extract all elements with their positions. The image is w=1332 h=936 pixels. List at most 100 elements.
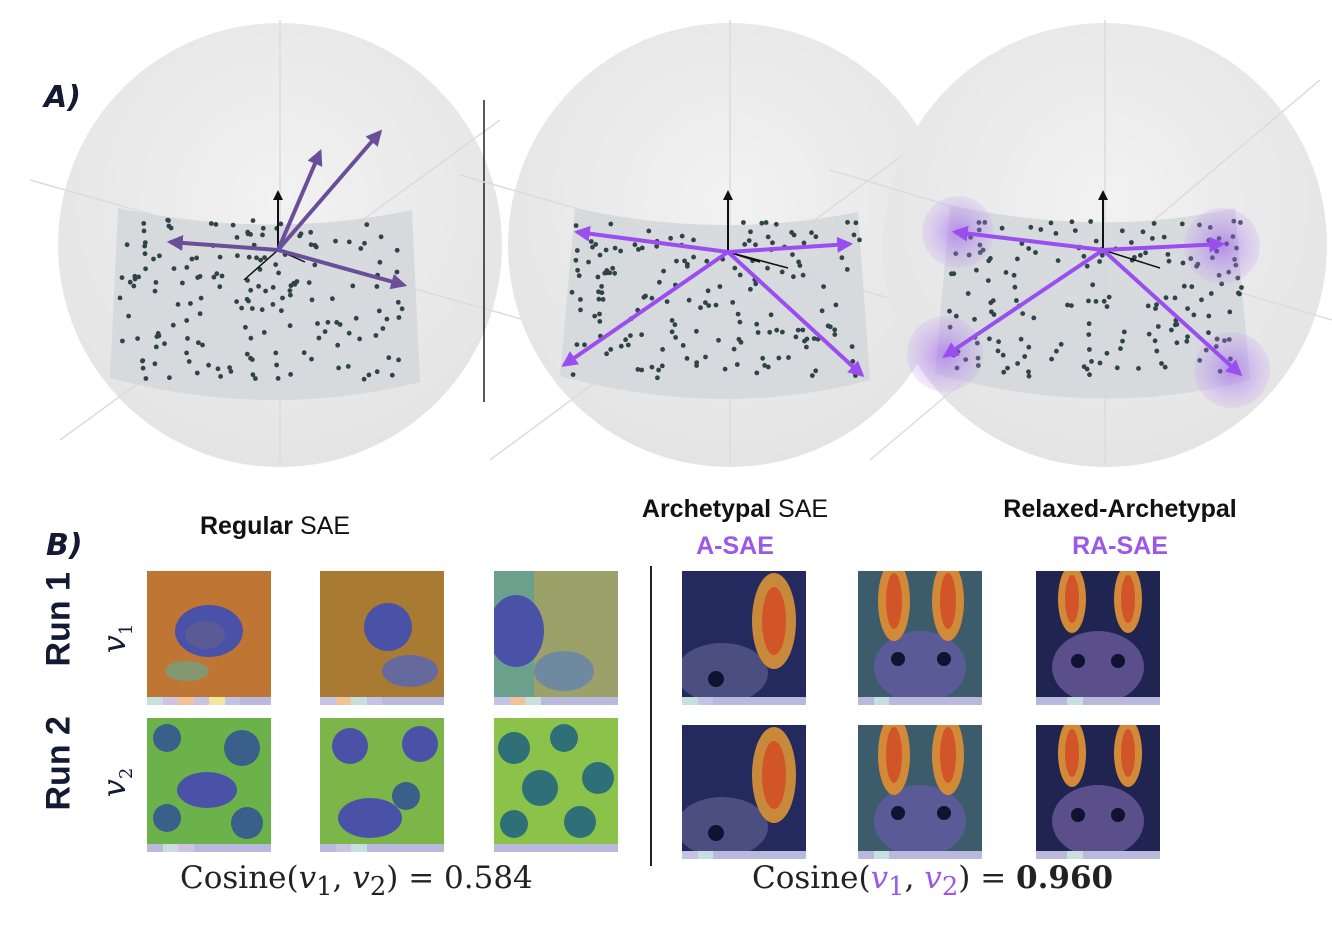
- data-point: [791, 274, 796, 280]
- data-point: [669, 329, 675, 335]
- data-point: [1097, 360, 1103, 366]
- data-point: [664, 299, 670, 304]
- data-point: [1180, 260, 1186, 266]
- data-point: [294, 279, 300, 284]
- data-point: [569, 289, 575, 295]
- data-point: [1015, 361, 1020, 366]
- data-point: [219, 273, 225, 279]
- data-point: [215, 366, 221, 372]
- data-point: [261, 330, 267, 335]
- data-point: [308, 242, 314, 248]
- data-point: [330, 296, 335, 302]
- data-point: [345, 364, 351, 369]
- data-point: [260, 225, 266, 231]
- data-point: [1129, 240, 1134, 245]
- data-point: [754, 321, 760, 327]
- data-point: [1114, 365, 1120, 371]
- data-point: [1206, 313, 1212, 319]
- data-point: [396, 315, 402, 320]
- v1-subscript: 1: [116, 623, 138, 636]
- data-point: [1150, 236, 1155, 241]
- data-point: [275, 376, 281, 381]
- panel-b-label: B): [46, 528, 83, 563]
- data-point: [703, 354, 708, 360]
- data-point: [654, 243, 660, 249]
- data-point: [694, 363, 699, 368]
- data-point: [152, 361, 158, 367]
- data-point: [171, 266, 177, 271]
- data-point: [780, 329, 785, 335]
- title-regular-sae: Regular SAE: [170, 512, 380, 541]
- data-point: [593, 242, 599, 247]
- data-point: [333, 238, 338, 244]
- data-point: [672, 322, 678, 328]
- data-point: [1003, 270, 1009, 275]
- data-point: [731, 346, 737, 352]
- data-point: [357, 336, 362, 342]
- title-ra-sae: RA-SAE: [1072, 532, 1168, 560]
- cos-right-s2: 2: [941, 872, 959, 903]
- data-point: [194, 255, 200, 261]
- data-point: [313, 244, 319, 250]
- data-point: [189, 256, 195, 262]
- data-point: [297, 233, 303, 239]
- token-strip: [320, 697, 444, 705]
- data-point: [832, 327, 838, 333]
- title-regular-rest: SAE: [293, 512, 351, 540]
- data-point: [377, 259, 383, 265]
- data-point: [655, 375, 660, 381]
- data-point: [248, 355, 253, 361]
- data-point: [249, 306, 255, 311]
- data-point: [1174, 340, 1180, 346]
- data-point: [996, 339, 1001, 345]
- data-point: [197, 274, 203, 279]
- heatmap-archetypal-run1-2: [858, 571, 982, 697]
- data-point: [218, 374, 224, 379]
- data-point: [741, 220, 746, 225]
- data-point: [639, 332, 644, 338]
- data-point: [1089, 359, 1094, 364]
- data-point: [965, 291, 971, 296]
- data-point: [765, 265, 770, 271]
- data-point: [248, 287, 254, 293]
- data-point: [399, 306, 405, 312]
- data-point: [228, 369, 234, 374]
- data-point: [142, 251, 148, 257]
- data-point: [127, 279, 133, 285]
- data-point: [366, 372, 372, 378]
- data-point: [312, 262, 318, 268]
- data-point: [1026, 246, 1032, 251]
- data-point: [217, 284, 223, 290]
- data-point: [779, 269, 785, 275]
- data-point: [166, 218, 171, 223]
- data-point: [592, 313, 598, 319]
- data-point: [155, 331, 161, 336]
- data-point: [600, 297, 606, 302]
- data-point: [197, 311, 203, 317]
- title-archetypal-rest: SAE: [771, 495, 829, 523]
- data-point: [143, 266, 149, 272]
- data-point: [1012, 284, 1018, 290]
- data-point: [1014, 298, 1019, 303]
- token-strip: [682, 851, 806, 859]
- token-strip: [858, 697, 982, 705]
- v1-label: v1: [94, 613, 138, 654]
- data-point: [384, 316, 390, 322]
- data-point: [991, 312, 997, 317]
- data-point: [813, 234, 819, 240]
- data-point: [1239, 285, 1244, 290]
- data-point: [1159, 361, 1164, 366]
- data-point: [618, 248, 623, 254]
- sphere-regular: [29, 20, 561, 467]
- data-point: [985, 278, 991, 283]
- data-point: [857, 237, 862, 243]
- data-point: [153, 280, 159, 285]
- v2-symbol: v: [94, 779, 133, 798]
- data-point: [1191, 312, 1197, 318]
- data-point: [595, 274, 601, 280]
- data-point: [1099, 252, 1105, 258]
- data-point: [1028, 224, 1034, 230]
- v2-subscript: 2: [116, 767, 138, 780]
- v1-symbol: v: [94, 635, 133, 654]
- data-point: [141, 221, 147, 226]
